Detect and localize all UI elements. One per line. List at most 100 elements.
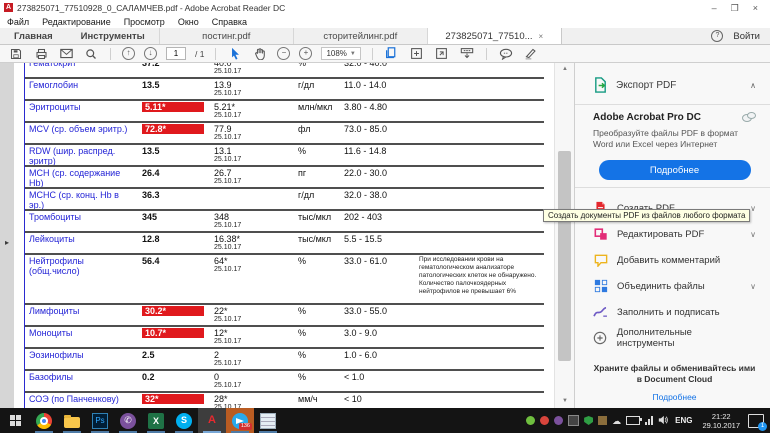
taskbar-app-viber[interactable] xyxy=(114,408,142,433)
taskbar-app-explorer[interactable] xyxy=(58,408,86,433)
minimize-button[interactable]: – xyxy=(711,2,717,13)
select-tool-icon[interactable] xyxy=(227,47,243,60)
network-icon[interactable] xyxy=(645,416,654,425)
promo-description: Преобразуйте файлы PDF в формат Word или… xyxy=(593,128,739,149)
close-button[interactable]: × xyxy=(752,2,758,13)
taskbar-app-acrobat[interactable] xyxy=(198,408,226,433)
help-icon[interactable]: ? xyxy=(711,30,724,42)
scroll-down-icon[interactable]: ▼ xyxy=(562,398,568,404)
chevron-up-icon[interactable]: ∧ xyxy=(750,80,756,90)
left-panel-strip: ▸ xyxy=(0,63,14,408)
taskbar-app-photoshop[interactable] xyxy=(86,408,114,433)
restore-button[interactable]: ❐ xyxy=(730,2,739,13)
start-button[interactable] xyxy=(0,408,30,433)
taskbar-app-skype[interactable] xyxy=(170,408,198,433)
tool-label: Дополнительные инструменты xyxy=(616,327,692,349)
menu-help[interactable]: Справка xyxy=(211,16,248,27)
tool-label: Заполнить и подписать xyxy=(617,306,720,318)
tray-shield-icon[interactable] xyxy=(584,416,594,425)
taskbar-app-telegram[interactable]: 136 xyxy=(226,408,254,433)
onedrive-cloud-icon[interactable]: ☁ xyxy=(612,415,622,426)
previous-value: 22* xyxy=(214,306,228,316)
page-total: / 1 xyxy=(195,48,205,59)
page-number-input[interactable] xyxy=(166,47,186,60)
learn-more-button[interactable]: Подробнее xyxy=(598,160,751,180)
hand-tool-icon[interactable] xyxy=(252,47,268,60)
tray-monitor-icon[interactable] xyxy=(568,415,580,426)
table-row: Эритроциты 5.11* 5.21* 25.10.17 млн/мкл … xyxy=(25,99,544,121)
table-row: Моноциты 10.7* 12* 25.10.17 % 3.0 - 9.0 xyxy=(25,325,544,347)
param-name: Эозинофилы xyxy=(29,350,84,360)
tray-app-red-icon[interactable] xyxy=(540,416,550,425)
fullscreen-icon[interactable] xyxy=(434,47,450,60)
reference-range: < 10 xyxy=(344,394,362,404)
tool-edit-pdf[interactable]: Редактировать PDF ∨ xyxy=(593,221,756,247)
tool-combine-files[interactable]: Объединить файлы ∨ xyxy=(593,273,756,299)
volume-icon[interactable] xyxy=(658,415,668,427)
param-note xyxy=(415,211,544,231)
menu-edit[interactable]: Редактирование xyxy=(42,16,111,27)
next-page-icon[interactable]: ↓ xyxy=(144,47,157,60)
running-indicator xyxy=(147,431,165,433)
taskbar-app-chrome[interactable] xyxy=(30,408,58,433)
sign-in-button[interactable]: Войти xyxy=(733,30,760,42)
export-pdf-section[interactable]: Экспорт PDF ∧ xyxy=(593,73,756,97)
reference-range: 202 - 403 xyxy=(344,212,383,222)
scroll-mode-icon[interactable] xyxy=(384,47,400,60)
vertical-scrollbar[interactable]: ▲ ▼ xyxy=(554,63,575,408)
document-cloud-link[interactable]: Подробнее xyxy=(652,392,697,402)
scrollbar-thumb[interactable] xyxy=(558,151,571,361)
export-pdf-label: Экспорт PDF xyxy=(616,79,677,91)
previous-value: 13.1 xyxy=(214,146,232,156)
menu-window[interactable]: Окно xyxy=(177,16,199,27)
param-name: RDW (шир. распред. эритр) xyxy=(29,146,116,165)
tray-app-green-icon[interactable] xyxy=(526,416,536,425)
reference-range: 3.80 - 4.80 xyxy=(344,102,388,112)
tab-tools[interactable]: Инструменты xyxy=(80,30,145,42)
fit-page-icon[interactable] xyxy=(409,47,425,60)
chevron-down-icon[interactable]: ∨ xyxy=(750,203,756,213)
menu-file[interactable]: Файл xyxy=(7,16,30,27)
action-center-icon[interactable]: 1 xyxy=(748,413,767,431)
tool-add-comment[interactable]: Добавить комментарий ∨ xyxy=(593,247,756,273)
tool-fill-sign[interactable]: Заполнить и подписать ∨ xyxy=(593,299,756,325)
chevron-down-icon[interactable]: ∨ xyxy=(750,281,756,291)
chevron-down-icon[interactable]: ∨ xyxy=(750,229,756,239)
clouds-icon xyxy=(742,112,756,122)
zoom-in-icon[interactable]: + xyxy=(299,47,313,60)
tab-doc-posting[interactable]: постинг.pdf xyxy=(158,28,293,44)
param-value: 30.2* xyxy=(142,306,204,316)
taskbar-app-notepad[interactable] xyxy=(254,408,282,433)
email-icon[interactable] xyxy=(58,47,74,60)
tray-app-brown-icon[interactable] xyxy=(598,416,608,425)
tray-viber-icon[interactable] xyxy=(554,416,564,425)
print-icon[interactable] xyxy=(33,47,49,60)
save-icon[interactable] xyxy=(8,47,24,60)
zoom-out-icon[interactable]: − xyxy=(277,47,291,60)
param-value: 12.8 xyxy=(142,234,160,244)
reading-mode-icon[interactable] xyxy=(459,47,475,60)
scroll-up-icon[interactable]: ▲ xyxy=(562,66,568,72)
title-bar: A 273825071_77510928_0_САЛАМЧЕВ.pdf - Ad… xyxy=(0,0,770,16)
search-icon[interactable] xyxy=(83,47,99,60)
param-unit: % xyxy=(298,306,307,316)
explorer-icon xyxy=(64,414,80,428)
highlight-pen-icon[interactable] xyxy=(523,47,539,60)
create-pdf-tooltip: Создать документы PDF из файлов любого ф… xyxy=(543,209,751,222)
tab-doc-active[interactable]: 273825071_77510... × xyxy=(426,28,562,44)
tool-more-tools[interactable]: Дополнительные инструменты ∨ xyxy=(593,325,756,351)
taskbar-app-excel[interactable] xyxy=(142,408,170,433)
clock[interactable]: 21:22 29.10.2017 xyxy=(702,412,740,430)
tab-doc-storytelling[interactable]: сторитейлинг.pdf xyxy=(292,28,427,44)
previous-value: 2 xyxy=(214,350,220,360)
comment-icon[interactable] xyxy=(498,47,514,60)
language-indicator[interactable]: ENG xyxy=(675,416,693,425)
tab-close-icon[interactable]: × xyxy=(538,31,544,41)
tab-home[interactable]: Главная xyxy=(14,30,53,42)
menu-view[interactable]: Просмотр xyxy=(123,16,165,27)
zoom-level-dropdown[interactable]: 108% ▼ xyxy=(321,47,361,60)
table-row: СОЭ (по Панченкову) 32* 28* 25.10.17 мм/… xyxy=(25,391,544,408)
previous-page-icon[interactable]: ↑ xyxy=(122,47,135,60)
battery-icon[interactable] xyxy=(626,416,643,425)
nav-pane-toggle-icon[interactable]: ▸ xyxy=(4,238,9,247)
